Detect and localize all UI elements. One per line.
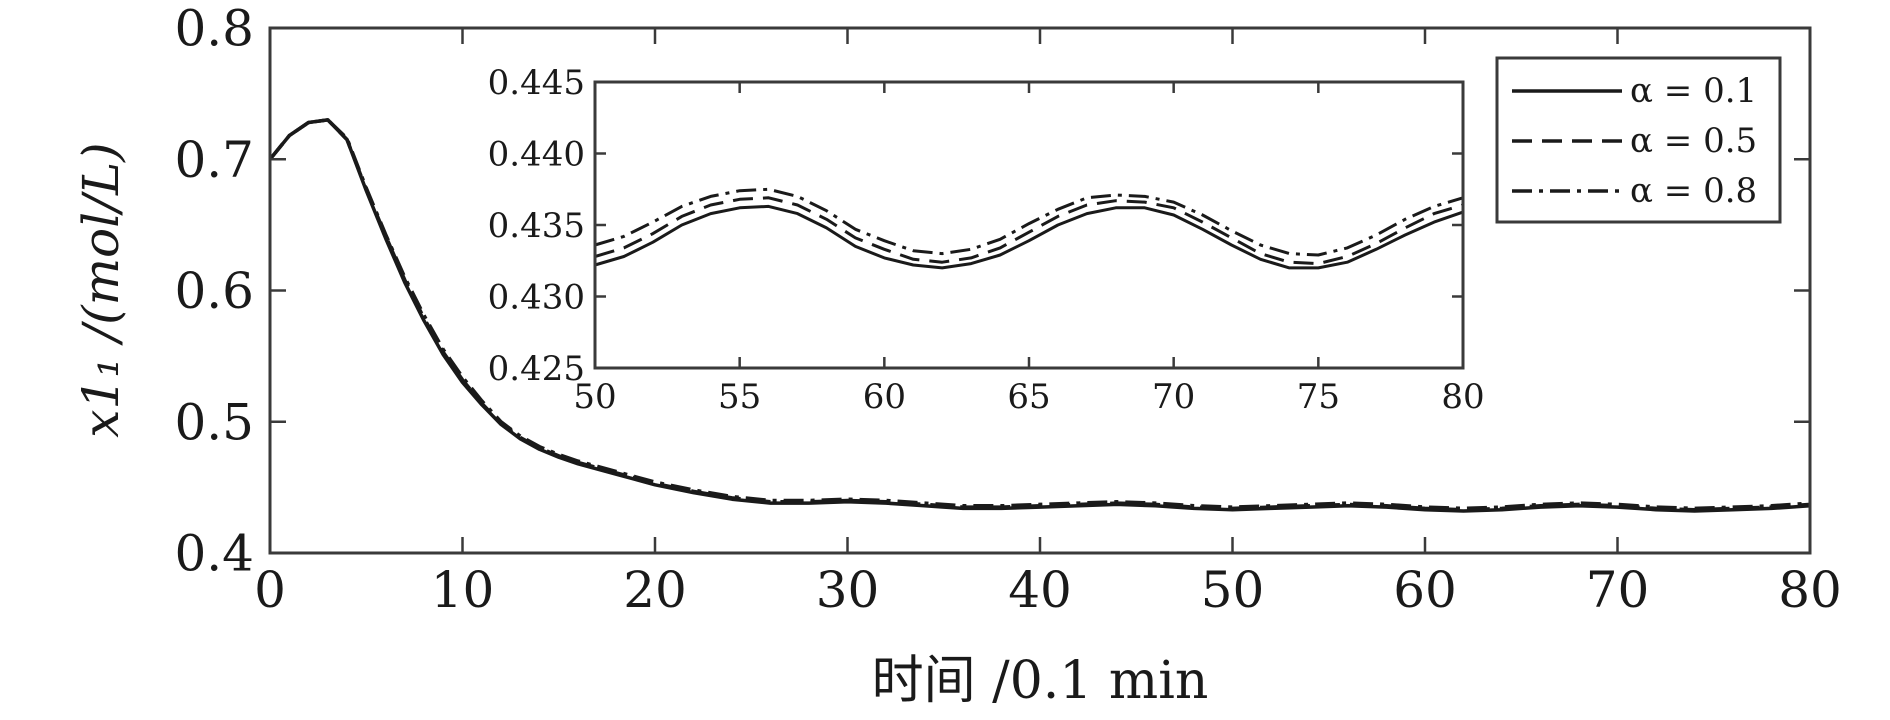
y-tick-label: 0.7 <box>174 131 254 189</box>
x-tick-label: 50 <box>1201 561 1265 619</box>
y-tick-label: 0.8 <box>174 0 254 58</box>
main-series-lines <box>268 118 1811 513</box>
y-tick-label: 0.440 <box>488 134 585 174</box>
x-tick-label: 55 <box>718 377 761 417</box>
y-tick-label: 0.6 <box>174 262 254 320</box>
main-plot: 0 10 20 30 40 50 60 70 80 0.4 0.5 0.6 0.7 0.8 时间 /0.… <box>72 0 1842 711</box>
x-tick-label: 70 <box>1586 561 1650 619</box>
legend-label: α = 0.8 <box>1630 171 1757 211</box>
series-line-3 <box>268 118 1811 511</box>
x-tick-label: 65 <box>1007 377 1050 417</box>
x-tick-label: 20 <box>623 561 687 619</box>
main-x-axis: 0 10 20 30 40 50 60 70 80 <box>254 28 1842 619</box>
y-tick-label: 0.435 <box>488 206 585 246</box>
inset-x-axis: 50 55 60 65 70 75 80 <box>573 82 1485 417</box>
x-tick-label: 40 <box>1008 561 1072 619</box>
series-line-1 <box>594 204 1464 270</box>
y-tick-label: 0.430 <box>488 277 585 317</box>
series-line-2 <box>268 118 1811 512</box>
main-y-axis: 0.4 0.5 0.6 0.7 0.8 <box>174 0 1810 583</box>
main-y-axis-label: x1₁ /(mol/L) <box>72 142 130 437</box>
legend-entry: α = 0.8 <box>1512 171 1757 211</box>
inset-plot: 50 55 60 65 70 75 80 0.425 0.430 0.435 0.440 0.445 <box>488 63 1485 417</box>
y-tick-label: 0.445 <box>488 63 585 103</box>
legend-entry: α = 0.5 <box>1512 121 1757 161</box>
y-tick-label: 0.4 <box>174 525 254 583</box>
x-tick-label: 75 <box>1297 377 1340 417</box>
inset-series-lines <box>594 187 1464 270</box>
series-line-3 <box>594 187 1464 257</box>
x-tick-label: 10 <box>431 561 495 619</box>
y-tick-label: 0.5 <box>174 393 254 451</box>
legend: α = 0.1 α = 0.5 α = 0.8 <box>1495 56 1782 224</box>
main-x-axis-label: 时间 /0.1 min <box>872 651 1209 711</box>
x-tick-label: 80 <box>1778 561 1842 619</box>
legend-entry: α = 0.1 <box>1512 71 1757 111</box>
y-tick-label: 0.425 <box>488 349 585 389</box>
series-line-2 <box>594 196 1464 266</box>
x-tick-label: 0 <box>254 561 286 619</box>
legend-label: α = 0.1 <box>1630 71 1757 111</box>
x-tick-label: 80 <box>1441 377 1484 417</box>
legend-label: α = 0.5 <box>1630 121 1757 161</box>
x-tick-label: 50 <box>573 377 616 417</box>
x-tick-label: 70 <box>1152 377 1195 417</box>
inset-y-axis: 0.425 0.430 0.435 0.440 0.445 <box>488 63 1463 389</box>
x-tick-label: 60 <box>863 377 906 417</box>
x-tick-label: 30 <box>816 561 880 619</box>
x-tick-label: 60 <box>1393 561 1457 619</box>
